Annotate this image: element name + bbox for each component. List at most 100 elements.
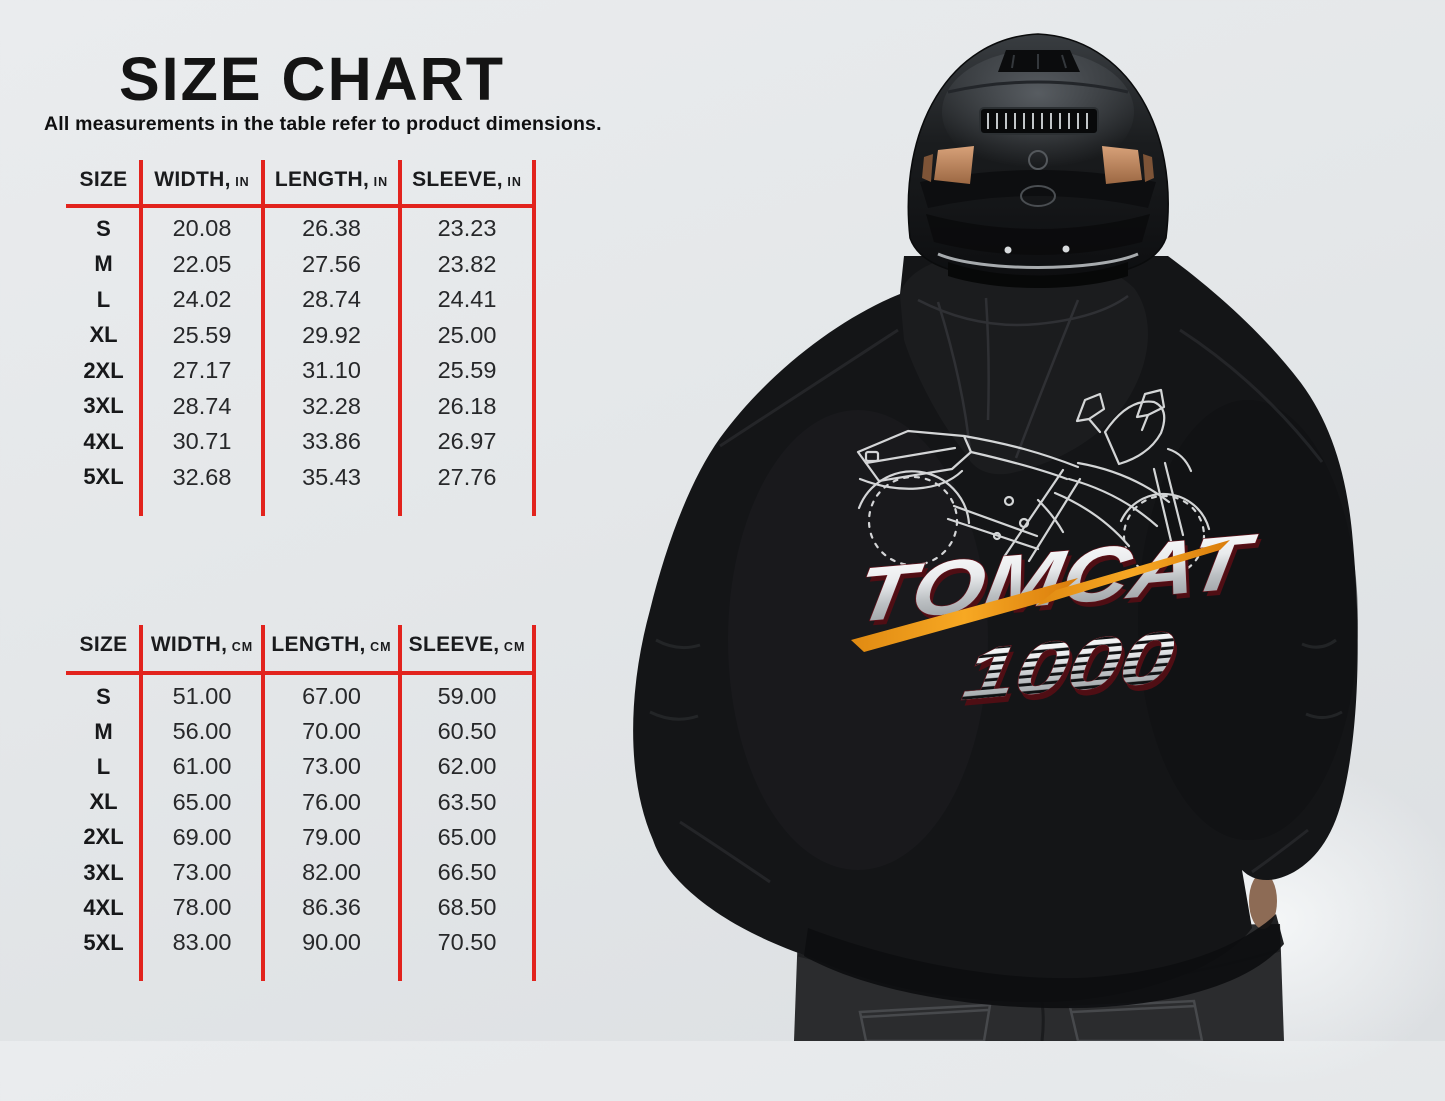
table-row-3xl: 3XL 28.74 32.28 26.18 xyxy=(66,389,534,425)
table-cell: 65.00 xyxy=(172,788,232,815)
table-row-xl: XL 25.59 29.92 25.00 xyxy=(66,318,534,354)
size-label: 2XL xyxy=(83,824,124,850)
table-grid-line xyxy=(532,625,536,981)
table-cell: 69.00 xyxy=(172,823,232,850)
lightning-bolt-icon xyxy=(851,540,1230,652)
size-table-centimeters: SIZE WIDTH, CM LENGTH, CM SLEEVE, CM S 51.00… xyxy=(66,623,538,985)
table-row-m: M 22.05 27.56 23.82 xyxy=(66,247,534,283)
table-cell: 32.68 xyxy=(172,463,232,490)
table-cell: 28.74 xyxy=(302,286,361,313)
table-header-rule xyxy=(66,204,536,208)
model-number: 1000 1000 1000 xyxy=(957,616,1183,722)
table-cell: 23.82 xyxy=(437,250,497,277)
table-row-s: S 51.00 67.00 59.00 xyxy=(66,679,534,714)
table-cell: 32.28 xyxy=(302,392,361,419)
svg-text:1000: 1000 xyxy=(957,617,1179,717)
table-cell: 25.59 xyxy=(437,357,497,384)
size-label: 5XL xyxy=(83,464,124,490)
table-cell: 62.00 xyxy=(437,753,497,780)
table-cell: 61.00 xyxy=(172,753,232,780)
motorcycle-line-art xyxy=(856,388,1211,578)
table-cell: 70.50 xyxy=(437,929,497,956)
size-label: L xyxy=(96,286,111,312)
size-table-inches: SIZE WIDTH, IN LENGTH, IN SLEEVE, IN S 20.08… xyxy=(66,158,538,520)
column-header-width: WIDTH, IN xyxy=(154,168,250,191)
table-cell: 35.43 xyxy=(302,463,361,490)
table-header-row: SIZE WIDTH, CM LENGTH, CM SLEEVE, CM xyxy=(66,623,534,667)
size-label: S xyxy=(96,683,111,709)
table-cell: 82.00 xyxy=(302,859,361,886)
hoodie-wrinkles xyxy=(649,328,1343,884)
table-cell: 24.41 xyxy=(437,286,497,313)
table-cell: 33.86 xyxy=(302,428,361,455)
table-cell: 79.00 xyxy=(302,823,361,850)
table-cell: 65.00 xyxy=(437,823,497,850)
table-cell: 70.00 xyxy=(302,718,361,745)
table-cell: 23.23 xyxy=(437,215,497,242)
table-cell: 51.00 xyxy=(172,683,232,710)
table-cell: 20.08 xyxy=(172,215,232,242)
table-row-3xl: 3XL 73.00 82.00 66.50 xyxy=(66,855,534,890)
size-label: 3XL xyxy=(83,859,124,885)
table-header-rule xyxy=(66,671,536,675)
size-label: M xyxy=(94,251,113,277)
table-row-5xl: 5XL 32.68 35.43 27.76 xyxy=(66,460,534,496)
table-cell: 26.38 xyxy=(302,215,361,242)
table-cell: 78.00 xyxy=(172,894,232,921)
table-cell: 24.02 xyxy=(172,286,232,313)
page-title: SIZE CHART xyxy=(119,45,505,113)
table-cell: 26.97 xyxy=(437,428,497,455)
column-header-sleeve: SLEEVE, IN xyxy=(412,168,522,191)
table-row-2xl: 2XL 69.00 79.00 65.00 xyxy=(66,820,534,855)
svg-text:1000: 1000 xyxy=(960,622,1182,722)
hand xyxy=(1249,873,1277,929)
table-cell: 56.00 xyxy=(172,718,232,745)
column-header-sleeve: SLEEVE, CM xyxy=(408,633,526,656)
table-row-l: L 24.02 28.74 24.41 xyxy=(66,282,534,318)
table-cell: 27.17 xyxy=(172,357,232,384)
table-row-m: M 56.00 70.00 60.50 xyxy=(66,714,534,749)
jeans-back-pockets xyxy=(858,999,1204,1041)
size-label: XL xyxy=(89,789,118,815)
table-cell: 86.36 xyxy=(302,894,361,921)
table-grid-line xyxy=(398,625,402,981)
table-cell: 30.71 xyxy=(172,428,232,455)
column-header-width: WIDTH, CM xyxy=(150,633,254,656)
table-body: S 51.00 67.00 59.00 M 56.00 70.00 60.50 L 61.00 73… xyxy=(66,679,534,961)
table-cell: 76.00 xyxy=(302,788,361,815)
size-label: 5XL xyxy=(83,929,124,955)
table-row-l: L 61.00 73.00 62.00 xyxy=(66,749,534,784)
helmet-spoiler xyxy=(920,170,1156,208)
table-row-xl: XL 65.00 76.00 63.50 xyxy=(66,785,534,820)
table-grid-line xyxy=(139,160,143,516)
table-cell: 73.00 xyxy=(172,859,232,886)
table-cell: 27.56 xyxy=(302,250,361,277)
page-subtitle: All measurements in the table refer to p… xyxy=(44,113,602,135)
table-row-4xl: 4XL 78.00 86.36 68.50 xyxy=(66,890,534,925)
table-cell: 73.00 xyxy=(302,753,361,780)
table-row-2xl: 2XL 27.17 31.10 25.59 xyxy=(66,353,534,389)
size-label: M xyxy=(94,718,113,744)
table-cell: 25.59 xyxy=(172,321,232,348)
helmet-brand-emblem xyxy=(1020,185,1056,207)
size-label: 2XL xyxy=(83,357,124,383)
table-cell: 22.05 xyxy=(172,250,232,277)
column-header-size: SIZE xyxy=(79,633,128,656)
table-row-5xl: 5XL 83.00 90.00 70.50 xyxy=(66,925,534,960)
table-grid-line xyxy=(532,160,536,516)
size-label: 4XL xyxy=(83,428,124,454)
helmet-logo-badge xyxy=(1028,150,1048,170)
table-grid-line xyxy=(398,160,402,516)
model-photo: TOMCAT TOMCAT 1000 1000 1000 xyxy=(633,33,1358,1041)
table-cell: 31.10 xyxy=(302,357,361,384)
table-cell: 68.50 xyxy=(437,894,497,921)
column-header-size: SIZE xyxy=(79,168,128,191)
table-grid-line xyxy=(261,160,265,516)
table-cell: 26.18 xyxy=(437,392,497,419)
table-cell: 25.00 xyxy=(437,321,497,348)
table-cell: 67.00 xyxy=(302,683,361,710)
table-grid-line xyxy=(139,625,143,981)
table-body: S 20.08 26.38 23.23 M 22.05 27.56 23.82 L 24.02 28… xyxy=(66,211,534,495)
table-row-4xl: 4XL 30.71 33.86 26.97 xyxy=(66,424,534,460)
